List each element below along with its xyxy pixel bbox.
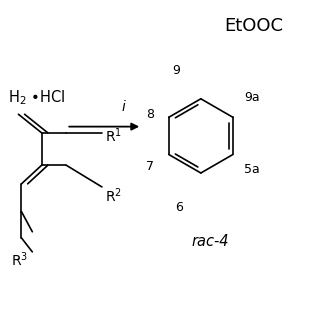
Text: i: i — [122, 100, 125, 114]
Text: 8: 8 — [146, 108, 154, 121]
Text: 9a: 9a — [244, 91, 260, 104]
Text: 9: 9 — [172, 64, 180, 77]
Text: H$_2$ •HCl: H$_2$ •HCl — [7, 88, 65, 107]
Text: 6: 6 — [175, 201, 183, 214]
Text: R$^2$: R$^2$ — [105, 187, 122, 206]
Text: R$^3$: R$^3$ — [11, 250, 28, 269]
Text: R$^1$: R$^1$ — [105, 127, 122, 145]
Text: EtOOC: EtOOC — [224, 17, 283, 35]
Text: 5a: 5a — [244, 163, 260, 176]
Text: 7: 7 — [146, 160, 154, 173]
Text: rac-4: rac-4 — [191, 234, 229, 249]
